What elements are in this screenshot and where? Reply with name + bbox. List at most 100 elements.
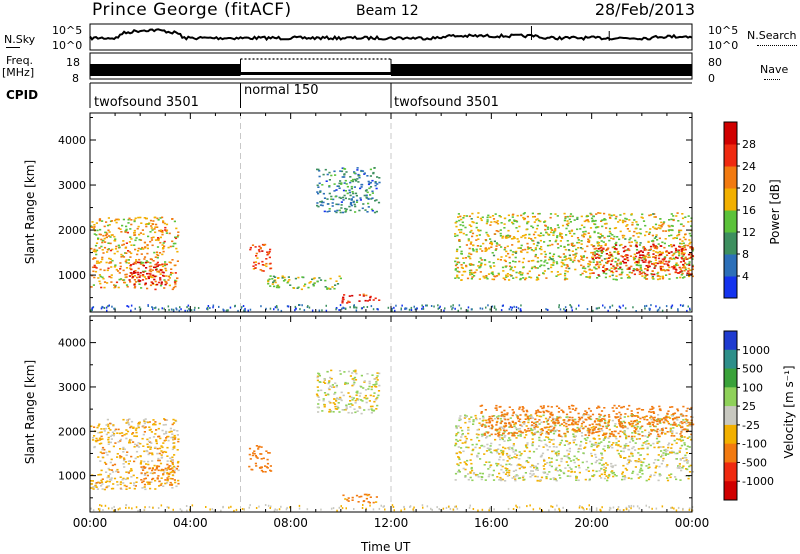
velocity-cell bbox=[147, 483, 150, 485]
velocity-cell bbox=[623, 432, 626, 435]
velocity-cell bbox=[339, 398, 342, 400]
velocity-cell bbox=[129, 482, 132, 484]
power-cell bbox=[264, 243, 267, 246]
velocity-cell bbox=[637, 438, 640, 440]
velocity-cell bbox=[673, 412, 677, 415]
velocity-cell bbox=[559, 435, 562, 437]
power-cell bbox=[565, 227, 568, 230]
velocity-cell bbox=[683, 442, 686, 444]
power-cell bbox=[557, 226, 560, 229]
velocity-cell bbox=[110, 477, 113, 479]
power-cell bbox=[358, 176, 361, 179]
power-cell bbox=[317, 186, 320, 188]
power-cell bbox=[371, 179, 374, 182]
power-cell bbox=[301, 276, 304, 278]
power-cell bbox=[578, 260, 581, 263]
velocity-cell bbox=[126, 451, 129, 453]
velocity-cell bbox=[501, 434, 504, 436]
power-cell bbox=[559, 235, 562, 237]
velocity-cell bbox=[690, 433, 693, 436]
power-cell bbox=[604, 268, 607, 270]
velocity-cell bbox=[630, 410, 633, 412]
power-cell bbox=[688, 257, 691, 259]
velocity-cell bbox=[530, 470, 533, 472]
velocity-cell bbox=[570, 404, 574, 407]
power-cell bbox=[134, 281, 138, 283]
power-cell bbox=[678, 233, 681, 236]
power-cell bbox=[578, 241, 581, 244]
power-cell bbox=[670, 224, 673, 227]
velocity-cell bbox=[480, 478, 483, 481]
power-cell bbox=[479, 257, 482, 259]
power-near-range-cell bbox=[237, 309, 239, 312]
power-cell bbox=[254, 264, 257, 266]
velocity-cell bbox=[547, 429, 550, 431]
power-cell bbox=[344, 207, 347, 210]
power-cell bbox=[149, 231, 152, 233]
power-cell bbox=[588, 263, 591, 266]
power-cell bbox=[458, 239, 461, 242]
power-near-range-cell bbox=[187, 304, 190, 307]
freq-right-tick-bottom: 0 bbox=[708, 72, 715, 85]
power-cell bbox=[663, 246, 666, 249]
power-cell bbox=[153, 275, 156, 278]
velocity-cell bbox=[546, 473, 549, 476]
power-cell bbox=[612, 238, 615, 240]
velocity-cell bbox=[649, 417, 652, 419]
velocity-cell bbox=[498, 453, 501, 455]
velocity-cell bbox=[475, 417, 478, 419]
power-near-range-cell bbox=[509, 306, 512, 309]
power-cell bbox=[613, 227, 616, 230]
velocity-cell bbox=[133, 460, 136, 463]
power-near-range-cell bbox=[311, 309, 314, 312]
power-near-range-cell bbox=[130, 304, 133, 307]
power-cell bbox=[670, 244, 673, 246]
power-cell bbox=[346, 302, 349, 304]
velocity-cell bbox=[167, 439, 170, 442]
power-cell bbox=[469, 264, 472, 266]
power-cell bbox=[611, 246, 614, 249]
power-cell bbox=[366, 300, 369, 302]
power-cell bbox=[113, 252, 116, 255]
velocity-cell bbox=[609, 433, 612, 435]
velocity-cell bbox=[646, 436, 649, 438]
power-cell bbox=[519, 278, 522, 281]
velocity-cell bbox=[582, 452, 585, 454]
power-cell bbox=[512, 236, 516, 238]
velocity-near-range-cell bbox=[211, 508, 214, 511]
velocity-cell bbox=[347, 497, 350, 499]
power-cell bbox=[542, 272, 545, 274]
velocity-cell bbox=[677, 424, 680, 426]
power-near-range-cell bbox=[188, 307, 190, 310]
velocity-cell bbox=[649, 408, 652, 411]
velocity-cell bbox=[105, 424, 108, 426]
velocity-cell bbox=[458, 458, 461, 461]
power-cell bbox=[648, 233, 651, 235]
velocity-cell bbox=[589, 410, 592, 412]
power-cell bbox=[319, 190, 322, 192]
velocity-cell bbox=[537, 409, 540, 411]
power-cell bbox=[469, 257, 472, 260]
velocity-cell bbox=[636, 415, 639, 417]
power-cell bbox=[170, 271, 173, 274]
velocity-cell bbox=[605, 425, 608, 428]
power-cell bbox=[153, 216, 156, 219]
velocity-cell bbox=[604, 419, 607, 422]
velocity-cell bbox=[111, 464, 114, 467]
velocity-cell bbox=[508, 437, 511, 439]
power-cell bbox=[353, 171, 356, 173]
velocity-cell bbox=[651, 408, 654, 410]
power-cell bbox=[589, 272, 592, 275]
velocity-cell bbox=[681, 414, 684, 416]
velocity-cell bbox=[147, 453, 150, 456]
power-cell bbox=[466, 277, 470, 280]
velocity-cell bbox=[500, 468, 503, 471]
power-cell bbox=[497, 273, 500, 276]
power-cell bbox=[532, 259, 535, 262]
velocity-cell bbox=[632, 440, 635, 442]
power-cell bbox=[668, 235, 671, 237]
power-cell bbox=[642, 261, 645, 263]
velocity-cell bbox=[365, 397, 368, 400]
velocity-cell bbox=[138, 423, 141, 425]
velocity-cell bbox=[507, 456, 510, 458]
